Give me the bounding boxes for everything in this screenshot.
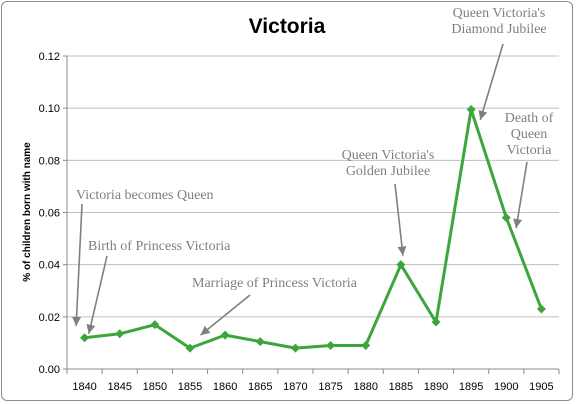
annotation-arrowhead: [478, 109, 488, 120]
y-tick-label: 0.12: [39, 51, 60, 63]
annotation-arrow: [479, 43, 504, 121]
y-tick-label: 0.00: [39, 364, 60, 376]
data-point: [290, 343, 300, 353]
chart-title: Victoria: [249, 15, 326, 38]
data-point: [80, 333, 90, 343]
y-tick-label: 0.08: [39, 155, 60, 167]
annotation-arrow: [200, 294, 251, 336]
data-point: [501, 213, 511, 223]
x-tick-label: 1840: [72, 381, 96, 393]
data-point: [220, 330, 230, 340]
y-tick-label: 0.06: [39, 208, 60, 220]
x-tick-label: 1865: [248, 381, 272, 393]
annotations: Victoria becomes Queen Birth of Princess …: [72, 6, 554, 336]
annotation-arrowhead: [513, 218, 523, 229]
x-tick-label: 1845: [107, 381, 131, 393]
annotation-arrowhead: [72, 316, 82, 326]
series-line-group: [80, 104, 546, 353]
annotation-arrowhead: [397, 246, 407, 256]
x-tick-label: 1880: [353, 381, 377, 393]
annotation-text: Death of Queen Victoria: [505, 111, 554, 158]
annotation-arrow: [75, 203, 83, 327]
x-tick-label: 1890: [424, 381, 448, 393]
y-tick-label: 0.10: [39, 103, 60, 115]
annotation-arrow: [88, 255, 108, 334]
annotation-arrowhead: [200, 325, 211, 336]
data-point: [396, 260, 406, 270]
annotation-arrowhead: [86, 323, 96, 334]
x-tick-label: 1860: [213, 381, 237, 393]
data-point: [185, 343, 195, 353]
x-tick-label: 1870: [283, 381, 307, 393]
data-point: [466, 104, 476, 114]
x-tick-label: 1855: [178, 381, 202, 393]
annotation-text: Marriage of Princess Victoria: [192, 276, 358, 291]
annotation-arrow: [515, 161, 528, 229]
data-point: [326, 341, 336, 351]
x-tick-label: 1875: [318, 381, 342, 393]
x-tick-label: 1900: [494, 381, 518, 393]
data-point: [115, 329, 125, 339]
annotation-arrow: [394, 183, 404, 256]
data-point: [536, 304, 546, 314]
x-tick-label: 1885: [389, 381, 413, 393]
annotation-text: Queen Victoria's Diamond Jubilee: [451, 6, 546, 37]
y-tick-label: 0.02: [39, 312, 60, 324]
tick-labels: 0.00 0.02 0.04 0.06 0.08 0.10 0.12 1840 1845 1850…: [39, 51, 554, 393]
y-axis-label: % of children born with name: [22, 142, 33, 282]
series-line: [84, 108, 543, 350]
gridlines: [67, 55, 559, 318]
data-point: [431, 317, 441, 327]
data-point: [150, 320, 160, 330]
y-tick-label: 0.04: [39, 260, 60, 272]
annotation-text: Queen Victoria's Golden Jubilee: [342, 148, 435, 179]
annotation-text: Victoria becomes Queen: [76, 188, 214, 203]
data-point: [361, 341, 371, 351]
x-tick-label: 1850: [143, 381, 167, 393]
x-tick-label: 1895: [459, 381, 483, 393]
annotation-text: Birth of Princess Victoria: [88, 239, 231, 254]
data-point: [255, 337, 265, 347]
axes: [63, 55, 560, 374]
x-tick-label: 1905: [529, 381, 553, 393]
